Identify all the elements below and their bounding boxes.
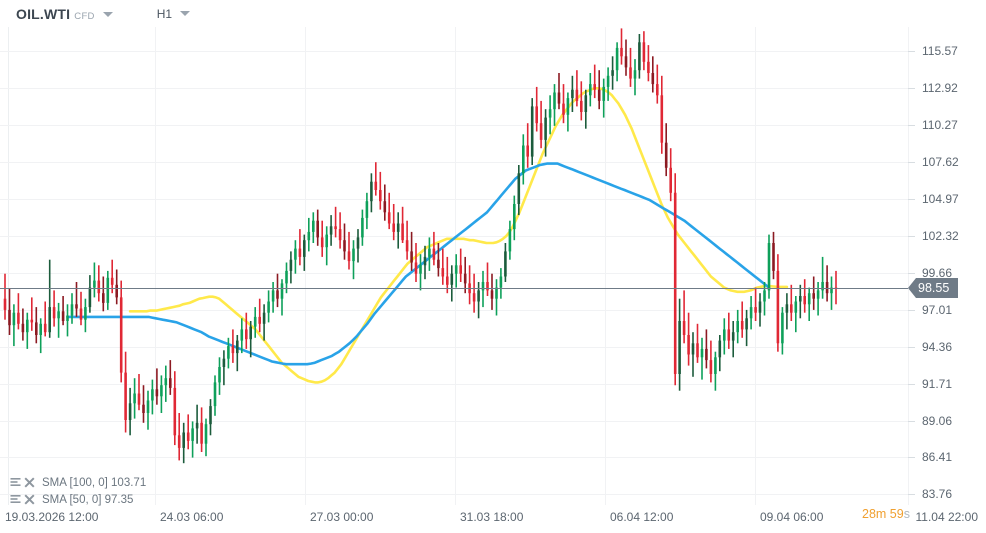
candlestick-series — [3, 28, 838, 464]
gridline-vertical — [155, 27, 156, 505]
price-axis-tick — [908, 198, 915, 200]
price-axis-label: 110.27 — [922, 117, 958, 132]
moving-average-lines — [66, 86, 789, 384]
time-axis-label: 24.03 06:00 — [160, 510, 224, 524]
price-axis-tick — [908, 235, 915, 237]
price-axis-label: 94.36 — [922, 339, 953, 354]
price-axis-label: 115.57 — [922, 44, 958, 59]
gridline-horizontal — [0, 88, 908, 90]
time-axis-label: 06.04 12:00 — [610, 510, 674, 524]
indicator-label: SMA [50, 0] 97.35 — [42, 493, 134, 506]
price-axis-label: 89.06 — [922, 413, 953, 428]
gridline-horizontal — [0, 51, 908, 53]
price-axis-tick — [908, 51, 915, 53]
countdown-seconds: 59 — [889, 507, 904, 521]
chevron-down-icon[interactable] — [180, 10, 191, 16]
current-price-value: 98.55 — [916, 278, 959, 299]
gridline-vertical — [908, 27, 909, 505]
time-axis-label: 27.03 00:00 — [310, 510, 374, 524]
chart-header: OIL.WTI CFD H1 — [0, 0, 986, 27]
gridline-horizontal — [0, 346, 908, 348]
gridline-horizontal — [0, 124, 908, 126]
current-price-badge: 98.55 — [908, 278, 959, 299]
timeframe-label: H1 — [156, 6, 173, 21]
time-axis-label: 09.04 06:00 — [760, 510, 824, 524]
indicator-legend-row[interactable]: SMA [50, 0] 97.35 — [10, 492, 146, 507]
price-axis-tick — [908, 161, 915, 163]
instrument-kind-label: CFD — [74, 10, 95, 22]
time-axis[interactable]: 19.03.2026 12:00 24.03 06:00 27.03 00:00 31… — [0, 505, 986, 533]
price-axis-label: 107.62 — [922, 154, 959, 169]
gridline-horizontal — [0, 309, 908, 311]
chevron-down-icon[interactable] — [102, 11, 113, 17]
price-badge-pointer — [908, 278, 916, 299]
gridline-vertical — [305, 27, 306, 505]
current-price-line — [0, 288, 908, 290]
gridline-horizontal — [0, 235, 908, 237]
price-axis-tick — [908, 494, 915, 496]
gridline-vertical — [755, 27, 756, 505]
price-axis-label: 86.41 — [922, 450, 953, 465]
time-axis-label: 11.04 22:00 — [915, 510, 978, 524]
price-axis-label: 102.32 — [922, 228, 959, 243]
price-axis-tick — [908, 346, 915, 348]
price-axis-tick — [908, 420, 915, 422]
gridline-horizontal — [0, 272, 908, 274]
price-axis-label: 112.92 — [922, 81, 958, 96]
gridline-horizontal — [0, 198, 908, 200]
price-axis-tick — [908, 124, 915, 126]
price-axis-tick — [908, 272, 915, 274]
timeframe-selector[interactable]: H1 — [156, 6, 191, 21]
gridline-horizontal — [0, 494, 908, 496]
price-axis-tick — [908, 309, 915, 311]
gridline-horizontal — [0, 420, 908, 422]
price-axis-label: 104.97 — [922, 191, 959, 206]
price-axis-tick — [908, 88, 915, 90]
price-axis-tick — [908, 383, 915, 385]
close-icon[interactable] — [24, 494, 35, 505]
indicator-settings-icon[interactable] — [10, 494, 21, 505]
gridline-horizontal — [0, 457, 908, 459]
price-axis-label: 91.71 — [922, 376, 953, 391]
indicator-label: SMA [100, 0] 103.71 — [42, 476, 147, 489]
time-axis-label: 19.03.2026 12:00 — [5, 510, 99, 524]
symbol-name: OIL.WTI — [16, 5, 71, 22]
time-axis-label: 31.03 18:00 — [460, 510, 524, 524]
chart-plot-area[interactable]: 115.57 112.92 110.27 107.62 104.97 102.32 99.6… — [0, 27, 986, 521]
symbol-selector[interactable]: OIL.WTI CFD — [16, 6, 113, 22]
price-axis-label: 97.01 — [922, 302, 953, 317]
countdown-minutes: 28m — [862, 507, 890, 521]
bar-countdown-timer: 28m 59s — [862, 507, 910, 521]
price-axis-tick — [908, 457, 915, 459]
indicator-legend-row[interactable]: SMA [100, 0] 103.71 — [10, 475, 146, 490]
price-axis-label: 99.66 — [922, 265, 953, 280]
close-icon[interactable] — [24, 477, 35, 488]
gridline-vertical — [605, 27, 606, 505]
indicator-settings-icon[interactable] — [10, 477, 21, 488]
countdown-seconds-unit: s — [903, 507, 910, 521]
price-axis-label: 83.76 — [922, 487, 953, 502]
indicator-legend: SMA [100, 0] 103.71 SMA [50, 0] 97.35 — [10, 475, 146, 509]
gridline-horizontal — [0, 161, 908, 163]
plot-left-border — [8, 27, 9, 505]
gridline-horizontal — [0, 383, 908, 385]
